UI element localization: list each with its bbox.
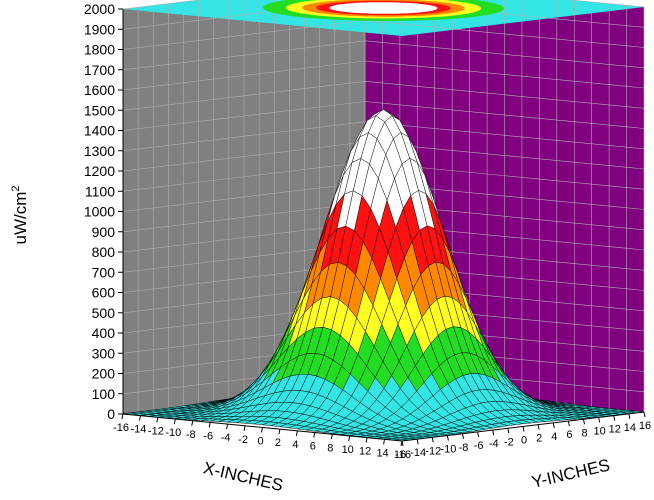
x-tick-label: -16 (113, 422, 129, 434)
z-tick-label: 1800 (84, 42, 115, 58)
x-tick-label: -8 (186, 429, 196, 441)
z-tick-label: 1400 (84, 123, 115, 139)
x-axis-title: X-INCHES (202, 458, 285, 495)
y-tick (431, 437, 434, 443)
x-tick (121, 413, 124, 420)
y-tick-label: -10 (440, 444, 456, 456)
y-tick (462, 433, 464, 439)
z-tick-label: 0 (107, 406, 115, 422)
y-tick (446, 435, 449, 441)
z-tick-label: 1300 (84, 143, 115, 159)
y-tick (613, 415, 616, 421)
z-tick-label: 900 (92, 224, 116, 240)
contour-ring (329, 2, 438, 14)
x-tick-label: -4 (221, 432, 231, 444)
y-tick-label: 6 (566, 429, 572, 441)
y-tick-label: -2 (504, 436, 514, 448)
z-tick-label: 800 (92, 244, 116, 260)
z-tick-label: 2000 (84, 1, 115, 17)
y-tick-label: -12 (425, 445, 441, 457)
y-tick-label: -14 (410, 447, 426, 459)
x-tick (278, 429, 281, 435)
x-tick (138, 415, 141, 421)
x-tick (156, 417, 159, 423)
y-tick-label: -4 (489, 438, 499, 450)
z-tick-label: 600 (92, 285, 116, 301)
x-tick-label: -14 (130, 424, 146, 436)
x-tick-label: 2 (275, 437, 281, 449)
x-tick (348, 435, 351, 442)
x-tick-label: 14 (376, 447, 388, 459)
y-tick (492, 430, 495, 436)
y-tick-label: -8 (459, 442, 469, 454)
y-tick-label: 8 (581, 427, 587, 439)
top-contour-projection (263, 0, 504, 21)
z-tick-label: 1900 (84, 21, 115, 37)
y-tick-label: -6 (474, 440, 484, 452)
y-tick-label: 16 (639, 420, 651, 432)
x-tick-label: -6 (203, 430, 213, 442)
y-tick (416, 439, 419, 445)
y-tick (477, 431, 480, 438)
y-tick (401, 440, 404, 447)
x-tick (243, 425, 246, 431)
x-tick (208, 422, 211, 428)
x-tick (365, 437, 368, 443)
x-tick-label: -2 (238, 434, 248, 446)
z-tick-label: 700 (92, 264, 116, 280)
y-tick-label: 12 (609, 424, 621, 436)
surface-mesh (122, 109, 645, 442)
x-axis: -16 -14 -12 -10 -8 -6 -4 -2 0 2 4 6 8 10 12 14 16 (113, 413, 406, 461)
x-tick-label: 4 (292, 439, 298, 451)
y-tick (598, 417, 601, 423)
x-tick (330, 434, 333, 440)
y-tick-label: 14 (624, 422, 636, 434)
x-tick-label: 16 (394, 449, 406, 461)
x-tick-label: -10 (165, 427, 181, 439)
x-tick-label: 6 (310, 441, 316, 453)
z-tick-label: 1600 (84, 82, 115, 98)
y-tick-label: 0 (521, 435, 527, 447)
y-axis: -16 -14 -12 -10 -8 -6 -4 -2 0 2 4 6 8 10 12 14 16 (395, 411, 651, 461)
y-tick-label: -16 (395, 449, 411, 461)
z-axis-title: uW/cm2 (10, 185, 30, 244)
z-tick-label: 100 (92, 386, 116, 402)
x-tick (173, 418, 176, 425)
x-tick (383, 439, 386, 445)
y-tick-label: 2 (536, 433, 542, 445)
z-tick-label: 200 (92, 366, 116, 382)
z-tick-label: 500 (92, 305, 116, 321)
z-tick-label: 1500 (84, 102, 115, 118)
y-tick (522, 426, 525, 432)
y-tick (552, 422, 555, 428)
y-tick-label: 10 (594, 425, 606, 437)
x-tick-label: -12 (148, 425, 164, 437)
x-tick (191, 420, 194, 426)
x-tick (226, 424, 229, 430)
y-tick (643, 411, 646, 418)
z-tick-label: 1100 (85, 183, 115, 199)
x-tick-label: 12 (359, 446, 371, 458)
z-tick-label: 1000 (84, 204, 115, 220)
z-tick-label: 300 (92, 345, 116, 361)
x-tick-label: 8 (327, 442, 333, 454)
y-tick (583, 419, 585, 425)
y-tick (567, 420, 570, 427)
z-tick-label: 1700 (84, 62, 115, 78)
x-tick (261, 427, 263, 433)
z-axis: 0 100 200 300 400 500 600 700 800 900 1000 1100 1200… (84, 1, 124, 422)
y-tick (537, 424, 540, 430)
z-tick-label: 400 (92, 325, 116, 341)
y-axis-title: Y-INCHES (530, 455, 612, 491)
x-tick-label: 0 (257, 436, 263, 448)
x-tick (313, 432, 316, 438)
y-tick (628, 413, 631, 419)
y-tick (507, 428, 510, 434)
z-tick-label: 1200 (84, 163, 115, 179)
x-tick (295, 430, 298, 436)
y-tick-label: 4 (551, 431, 557, 443)
x-tick-label: 10 (342, 444, 354, 456)
